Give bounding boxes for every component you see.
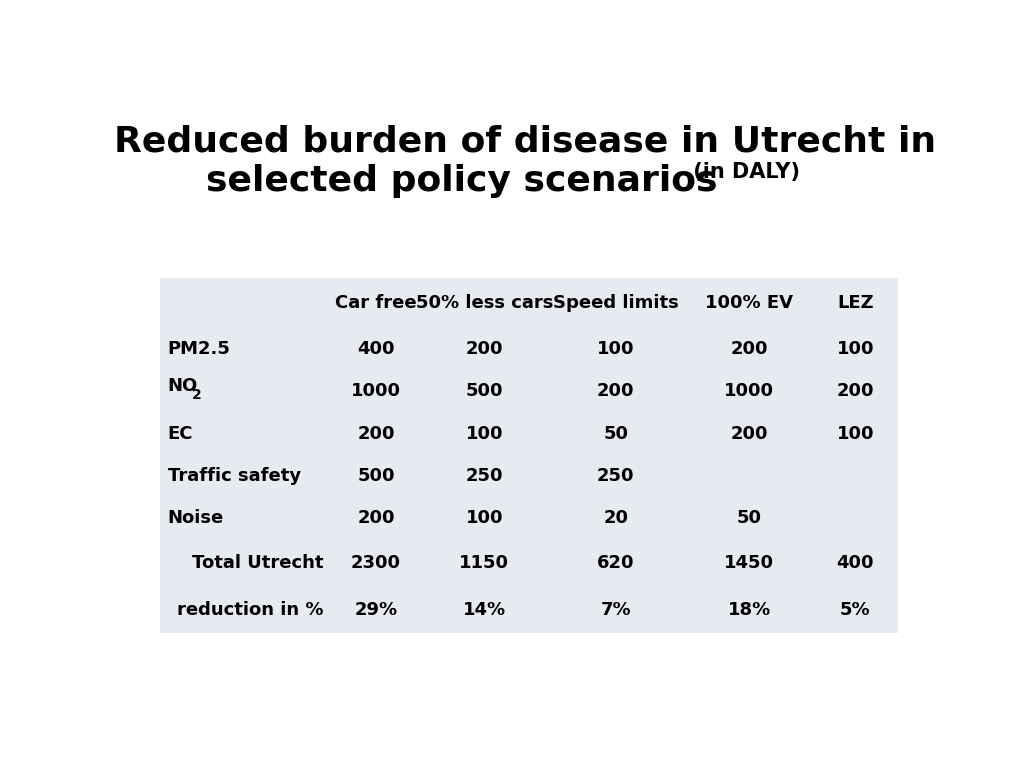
Text: reduction in %: reduction in % [176, 601, 323, 619]
Text: Total Utrecht: Total Utrecht [191, 554, 323, 572]
Bar [160, 587, 330, 634]
Text: selected policy scenarios: selected policy scenarios [206, 164, 717, 198]
Bar [686, 327, 813, 370]
Text: Reduced burden of disease in Utrecht in: Reduced burden of disease in Utrecht in [114, 124, 936, 159]
Bar [546, 370, 686, 412]
Bar [423, 327, 546, 370]
Bar [330, 540, 423, 587]
Text: 200: 200 [466, 339, 503, 358]
Bar [546, 540, 686, 587]
Text: Speed limits: Speed limits [553, 294, 679, 312]
Text: 200: 200 [837, 382, 874, 400]
Bar [813, 587, 898, 634]
Text: Noise: Noise [168, 509, 224, 528]
Text: 7%: 7% [600, 601, 631, 619]
Text: (in DALY): (in DALY) [686, 162, 800, 182]
Bar [546, 327, 686, 370]
Bar [330, 587, 423, 634]
Bar [813, 327, 898, 370]
Text: 29%: 29% [354, 601, 397, 619]
Bar [330, 455, 423, 497]
Text: 14%: 14% [463, 601, 506, 619]
Bar [423, 540, 546, 587]
Bar [546, 455, 686, 497]
Text: 200: 200 [730, 425, 768, 442]
Text: NO: NO [168, 377, 198, 396]
Bar [686, 370, 813, 412]
Bar [813, 540, 898, 587]
Text: 100: 100 [837, 339, 874, 358]
Text: 2: 2 [191, 389, 202, 402]
Text: 5%: 5% [840, 601, 870, 619]
Text: 100: 100 [466, 425, 503, 442]
Bar [423, 587, 546, 634]
Text: 400: 400 [357, 339, 395, 358]
Bar [686, 455, 813, 497]
Bar [686, 497, 813, 540]
Bar [546, 497, 686, 540]
Text: 50: 50 [737, 509, 762, 528]
Text: 200: 200 [357, 425, 395, 442]
Text: 100: 100 [466, 509, 503, 528]
Text: 200: 200 [730, 339, 768, 358]
Bar [813, 279, 898, 327]
Text: 20: 20 [603, 509, 628, 528]
Text: EC: EC [168, 425, 194, 442]
Bar [686, 412, 813, 455]
Text: 1150: 1150 [459, 554, 509, 572]
Text: 50% less cars: 50% less cars [416, 294, 553, 312]
Text: 500: 500 [357, 467, 395, 485]
Bar [546, 587, 686, 634]
Bar [330, 497, 423, 540]
Bar [330, 279, 423, 327]
Text: 400: 400 [837, 554, 874, 572]
Bar [160, 279, 330, 327]
Bar [160, 540, 330, 587]
Text: 100: 100 [597, 339, 635, 358]
Text: 1000: 1000 [724, 382, 774, 400]
Bar [423, 412, 546, 455]
Bar [423, 279, 546, 327]
Bar [160, 279, 898, 634]
Text: 200: 200 [357, 509, 395, 528]
Text: Car free: Car free [335, 294, 417, 312]
Bar [686, 587, 813, 634]
Text: 1000: 1000 [351, 382, 401, 400]
Bar [686, 279, 813, 327]
Text: 200: 200 [597, 382, 635, 400]
Bar [546, 412, 686, 455]
Bar [813, 370, 898, 412]
Text: LEZ: LEZ [838, 294, 873, 312]
Text: Traffic safety: Traffic safety [168, 467, 301, 485]
Bar [686, 540, 813, 587]
Bar [423, 370, 546, 412]
Bar [813, 412, 898, 455]
Text: 2300: 2300 [351, 554, 401, 572]
Bar [160, 370, 330, 412]
Bar [330, 412, 423, 455]
Bar [423, 455, 546, 497]
Text: 100% EV: 100% EV [706, 294, 794, 312]
Bar [423, 497, 546, 540]
Text: 620: 620 [597, 554, 635, 572]
Bar [330, 327, 423, 370]
Text: PM2.5: PM2.5 [168, 339, 230, 358]
Bar [160, 497, 330, 540]
Text: 250: 250 [466, 467, 503, 485]
Bar [546, 279, 686, 327]
Bar [160, 412, 330, 455]
Text: 18%: 18% [728, 601, 771, 619]
Bar [813, 497, 898, 540]
Text: 50: 50 [603, 425, 628, 442]
Bar [160, 327, 330, 370]
Text: 1450: 1450 [724, 554, 774, 572]
Bar [813, 455, 898, 497]
Bar [160, 455, 330, 497]
Text: 500: 500 [466, 382, 503, 400]
Text: 250: 250 [597, 467, 635, 485]
Bar [330, 370, 423, 412]
Text: 100: 100 [837, 425, 874, 442]
